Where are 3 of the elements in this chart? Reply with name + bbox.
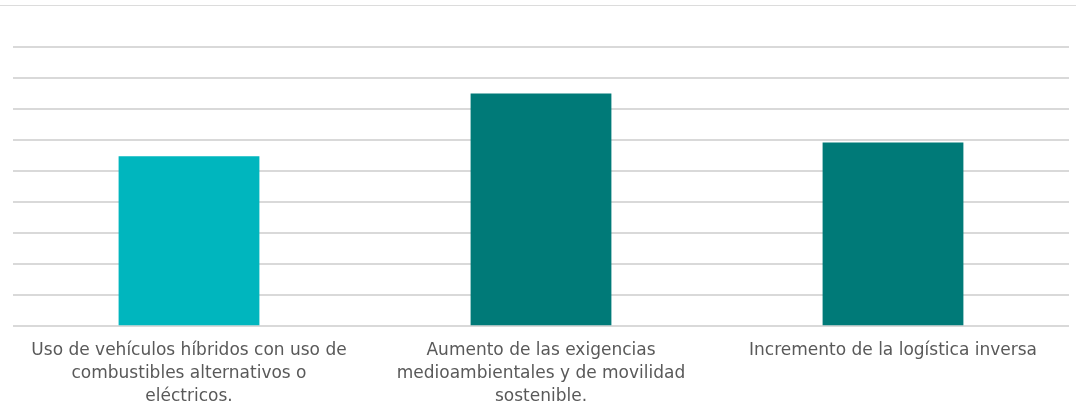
x-tick-label: Aumento de las exigencias medioambientales y de movilidad sostenible. [396, 339, 686, 405]
x-tick-label: Incremento de la logística inversa [748, 339, 1038, 360]
x-tick-label: Uso de vehículos híbridos con uso de combustibles alternativos o eléctricos. [31, 339, 347, 405]
